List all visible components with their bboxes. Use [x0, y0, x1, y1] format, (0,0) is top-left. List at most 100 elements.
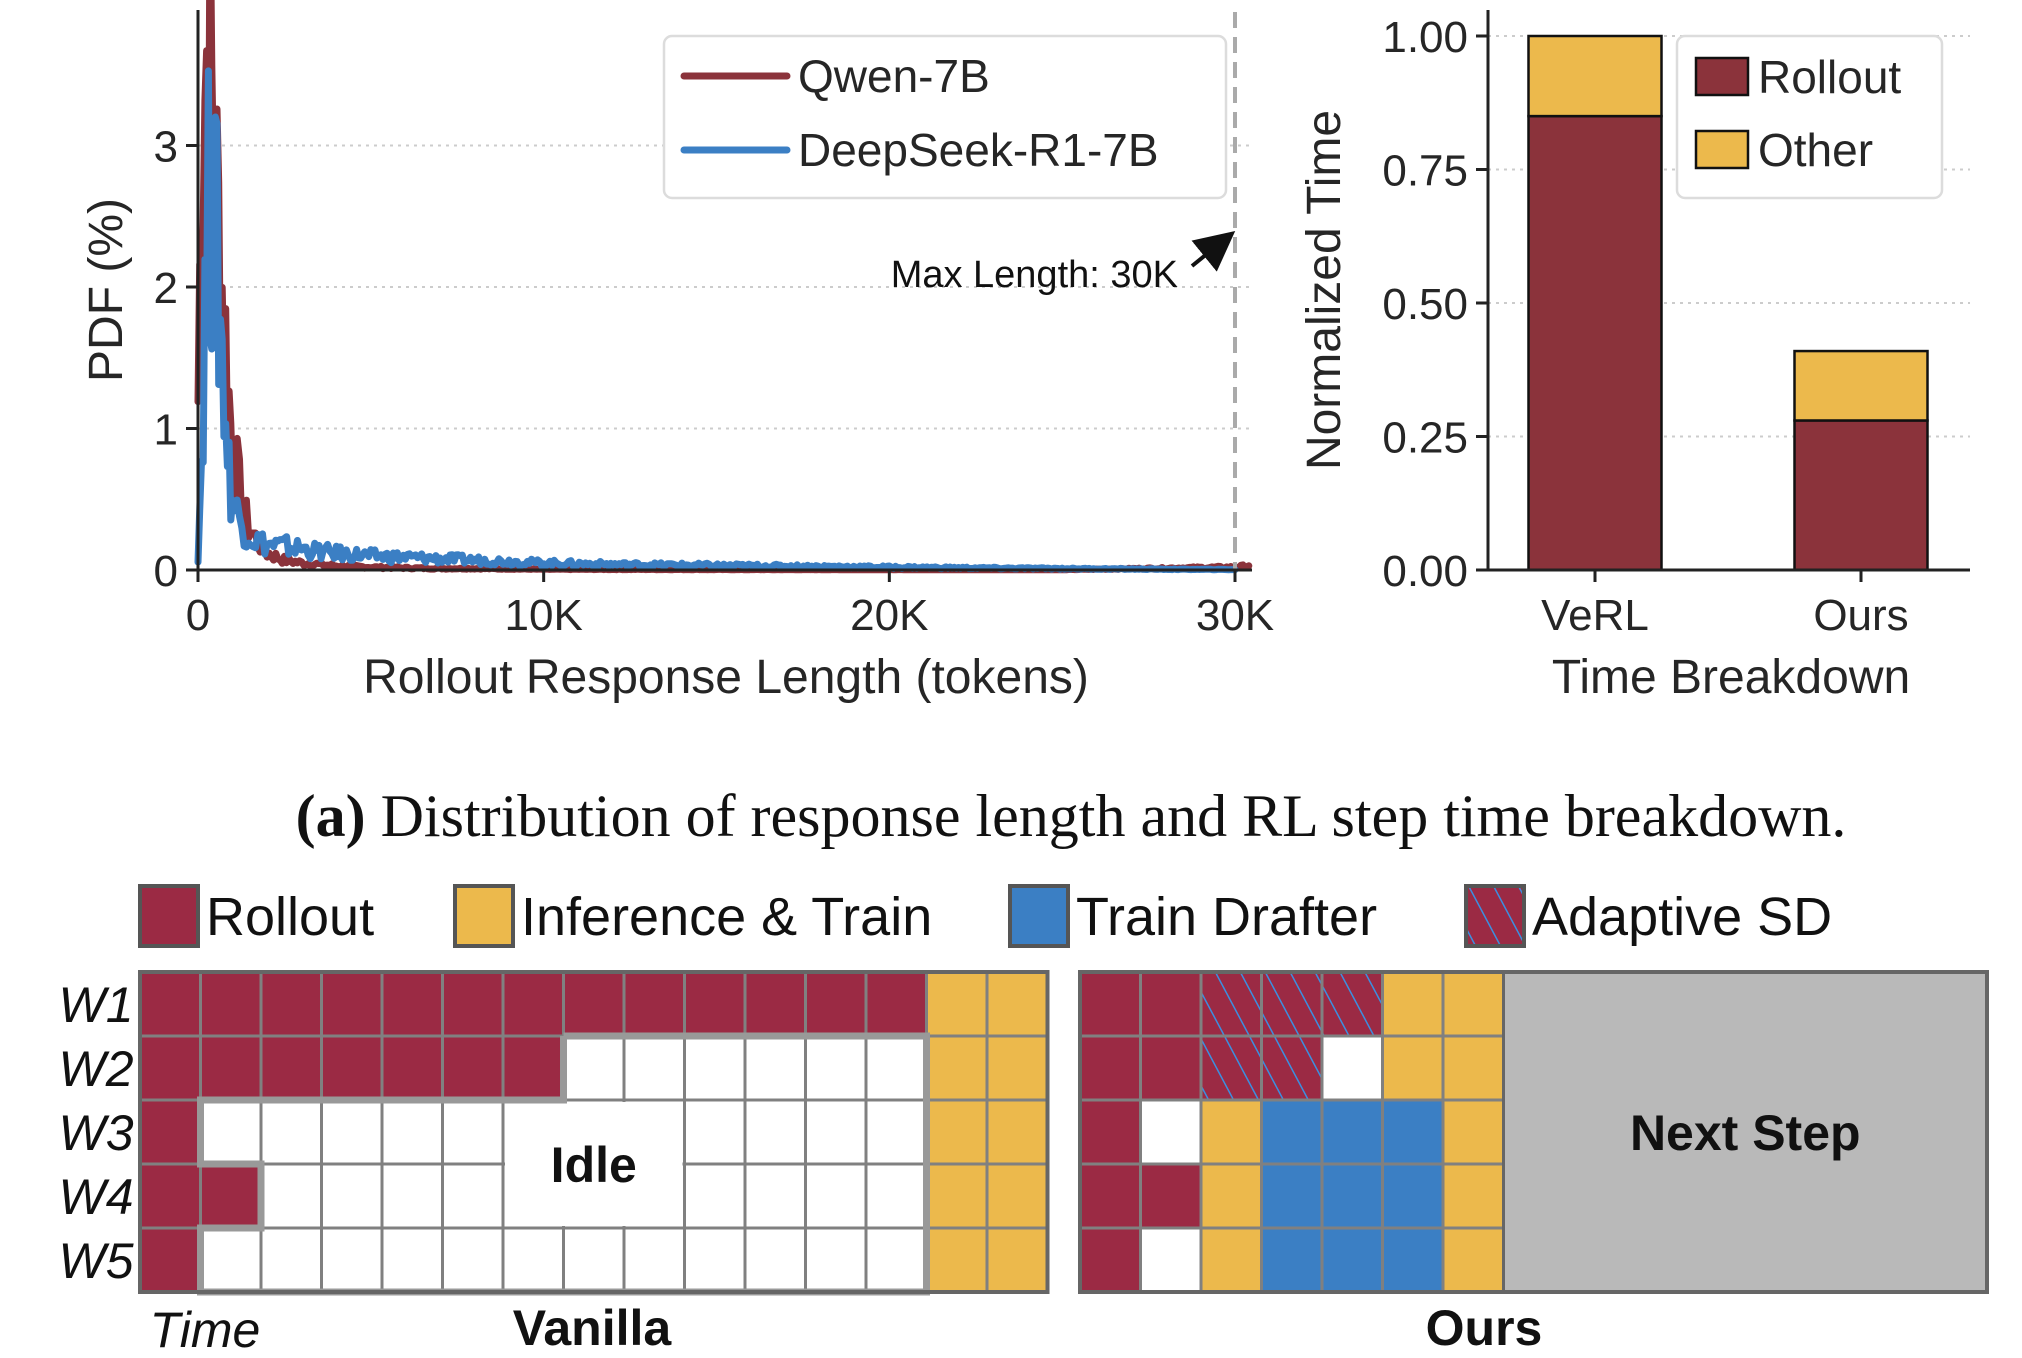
gantt-cell: [985, 1098, 1049, 1166]
gantt-cell: [380, 970, 444, 1038]
gantt-vanilla: Idle: [138, 970, 1050, 1296]
gantt-cell: [320, 970, 384, 1038]
gantt-cell: [864, 970, 928, 1038]
legend-label-deepseek: DeepSeek-R1-7B: [798, 124, 1159, 176]
x-tick-label: 30K: [1196, 591, 1274, 640]
x-tick-label: 0: [186, 591, 210, 640]
gantt-cell: [259, 970, 323, 1038]
gantt-cell: [1199, 1162, 1263, 1230]
gantt-cell: [1260, 970, 1324, 1038]
gantt-cell: [1320, 1098, 1384, 1166]
gantt-cell: [1078, 1098, 1142, 1166]
worker-label: W1: [59, 977, 134, 1033]
gantt-cell: [743, 1034, 807, 1102]
y-tick-label: 0.75: [1382, 147, 1468, 196]
gantt-cell: [562, 970, 626, 1038]
figure-caption: (a) Distribution of response length and …: [296, 783, 1847, 849]
panel-border: [1078, 970, 1989, 1294]
gantt-cell: [199, 1098, 263, 1166]
legend-label: Train Drafter: [1076, 887, 1377, 947]
x-tick-label: VeRL: [1541, 591, 1649, 640]
gantt-cell: [683, 1226, 747, 1294]
gantt-cell: [743, 1098, 807, 1166]
gantt-cell: [864, 1098, 928, 1166]
x-axis-label: Time Breakdown: [1552, 651, 1910, 704]
vanilla-label: Vanilla: [513, 1300, 673, 1356]
max-length-label: Max Length: 30K: [891, 254, 1178, 296]
axes: 0.00 0.25 0.50 0.75 1.00 VeRL Ours: [1382, 10, 1970, 640]
gantt-cell: [562, 1034, 626, 1102]
gantt-cell: [199, 1034, 263, 1102]
gantt-ours: Next Step: [1078, 970, 1989, 1294]
gantt-cell: [1199, 1034, 1263, 1102]
gantt-cell: [1139, 1162, 1203, 1230]
gantt-cell: [441, 1034, 505, 1102]
idle-region: [505, 1102, 683, 1226]
legend-label: Rollout: [206, 887, 374, 947]
legend-label-other: Other: [1758, 124, 1873, 176]
gantt-cell: [1139, 970, 1203, 1038]
gantt-cell: [199, 1162, 263, 1230]
gantt-cell: [683, 1162, 747, 1230]
legend: Rollout Other: [1675, 34, 1944, 200]
y-tick-label: 3: [154, 123, 178, 172]
gantt-cell: [1078, 1162, 1142, 1230]
gantt-cell: [380, 1226, 444, 1294]
legend-swatch-rollout: [1694, 56, 1750, 97]
gantt-cell: [501, 1034, 565, 1102]
worker-label: W2: [59, 1041, 134, 1097]
gantt-cell: [380, 1162, 444, 1230]
bar-verl-other: [1527, 34, 1663, 118]
bar-ours-rollout: [1793, 419, 1929, 572]
y-tick-label: 0.25: [1382, 414, 1468, 463]
worker-label: W4: [59, 1169, 134, 1225]
gantt-cell: [138, 1162, 202, 1230]
y-tick-label: 1.00: [1382, 13, 1468, 62]
gantt-cell: [1381, 1162, 1445, 1230]
gantt-cell: [1078, 970, 1142, 1038]
gantt-cell: [864, 1226, 928, 1294]
gantt-cell: [1320, 1034, 1384, 1102]
gantt-cell: [199, 970, 263, 1038]
gantt-cell: [441, 1098, 505, 1166]
y-tick-label: 2: [154, 264, 178, 313]
legend-swatch-other: [1694, 129, 1750, 170]
gantt-cell: [985, 970, 1049, 1038]
time-breakdown-chart: 0.00 0.25 0.50 0.75 1.00 VeRL Ours Time Breakd…: [1298, 10, 1970, 704]
gantt-cell: [683, 970, 747, 1038]
y-axis-label: Normalized Time: [1298, 110, 1351, 470]
gantt-cell: [501, 970, 565, 1038]
x-tick-label: 20K: [850, 591, 928, 640]
gantt-cell: [683, 1034, 747, 1102]
legend-swatch-inference-train: [453, 884, 515, 948]
gantt-cell: [138, 1034, 202, 1102]
gantt-cell: [1139, 1098, 1203, 1166]
gantt-cell: [259, 1098, 323, 1166]
idle-outline: [197, 1032, 930, 1296]
gantt-cell: [441, 1226, 505, 1294]
gantt-cell: [1381, 1034, 1445, 1102]
x-tick-label: Ours: [1813, 591, 1908, 640]
worker-label: W3: [59, 1105, 134, 1161]
arrow-icon: [1190, 230, 1236, 272]
gantt-cell: [1078, 1034, 1142, 1102]
gantt-cell: [138, 1226, 202, 1294]
gantt-cell: [804, 1162, 868, 1230]
legend: Qwen-7B DeepSeek-R1-7B: [662, 34, 1228, 200]
gantt-cell: [743, 1162, 807, 1230]
gantt-cell: [441, 1162, 505, 1230]
gantt-cell: [199, 1226, 263, 1294]
bars: [1527, 34, 1929, 572]
gantt-cell: [1139, 1226, 1203, 1294]
gantt-cell: [1260, 1034, 1324, 1102]
legend-label-rollout: Rollout: [1758, 51, 1901, 103]
gantt-cell: [622, 1034, 686, 1102]
gantt-cell: [1441, 1162, 1505, 1230]
panel-border: [138, 970, 1050, 1294]
gantt-cell: [925, 1098, 989, 1166]
gantt-cell: [1320, 1162, 1384, 1230]
bar-ours-other: [1793, 349, 1929, 422]
legend-swatch-adaptive-sd: [1464, 884, 1526, 948]
gantt-cell: [1199, 1098, 1263, 1166]
